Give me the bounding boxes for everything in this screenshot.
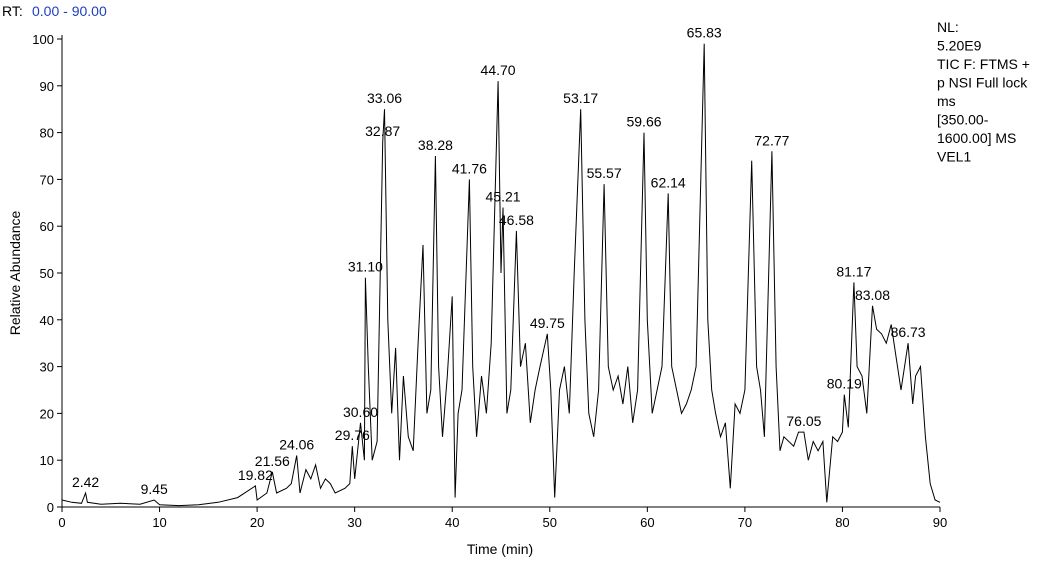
peak-label: 2.42 <box>72 474 99 490</box>
peak-label: 80.19 <box>827 376 862 392</box>
y-tick-label: 30 <box>40 360 54 375</box>
y-tick-label: 70 <box>40 172 54 187</box>
x-tick-label: 30 <box>347 515 361 530</box>
x-axis-title: Time (min) <box>467 541 533 557</box>
peak-label: 29.76 <box>335 427 370 443</box>
y-tick-label: 50 <box>40 266 54 281</box>
info-line: [350.00- <box>937 112 989 128</box>
trace <box>61 43 941 507</box>
peak-label: 44.70 <box>481 62 516 78</box>
peak-label: 53.17 <box>563 90 598 106</box>
peak-label: 62.14 <box>651 174 686 190</box>
peak-label: 46.58 <box>499 212 534 228</box>
peak-label: 83.08 <box>855 287 890 303</box>
x-tick-label: 10 <box>152 515 166 530</box>
x-tick-label: 70 <box>738 515 752 530</box>
x-tick-label: 80 <box>835 515 849 530</box>
peak-label: 31.10 <box>348 259 383 275</box>
y-tick-label: 20 <box>40 406 54 421</box>
peak-label: 65.83 <box>687 25 722 41</box>
peak-label: 49.75 <box>530 315 565 331</box>
peak-label: 33.06 <box>367 90 402 106</box>
rt-label: RT: <box>2 3 23 19</box>
x-tick-label: 90 <box>933 515 947 530</box>
y-tick-label: 60 <box>40 219 54 234</box>
y-tick-label: 80 <box>40 126 54 141</box>
y-tick-label: 100 <box>32 32 54 47</box>
x-tick-label: 60 <box>640 515 654 530</box>
x-tick-label: 0 <box>58 515 65 530</box>
x-tick-label: 50 <box>543 515 557 530</box>
peak-label: 21.56 <box>255 453 290 469</box>
peak-label: 76.05 <box>786 413 821 429</box>
y-tick-label: 10 <box>40 453 54 468</box>
peak-label: 38.28 <box>418 137 453 153</box>
peak-label: 24.06 <box>279 437 314 453</box>
y-tick-label: 40 <box>40 313 54 328</box>
peak-label: 72.77 <box>754 132 789 148</box>
peak-label: 81.17 <box>836 263 871 279</box>
peak-label: 32.87 <box>365 123 400 139</box>
info-line: p NSI Full lock <box>937 75 1028 91</box>
y-tick-label: 0 <box>47 500 54 515</box>
x-tick-label: 20 <box>250 515 264 530</box>
info-line: 5.20E9 <box>937 38 982 54</box>
rt-range: 0.00 - 90.00 <box>32 3 107 19</box>
info-line: VEL1 <box>937 149 971 165</box>
x-tick-label: 40 <box>445 515 459 530</box>
info-line: 1600.00] MS <box>937 130 1016 146</box>
peak-label: 59.66 <box>626 114 661 130</box>
info-line: NL: <box>937 19 959 35</box>
peak-label: 30.60 <box>343 404 378 420</box>
info-line: TIC F: FTMS + <box>937 56 1030 72</box>
peak-label: 41.76 <box>452 160 487 176</box>
info-line: ms <box>937 93 956 109</box>
y-axis-title: Relative Abundance <box>7 211 23 336</box>
peak-label: 45.21 <box>486 188 521 204</box>
peak-label: 86.73 <box>891 324 926 340</box>
peak-label: 19.82 <box>238 467 273 483</box>
peak-label: 9.45 <box>141 481 168 497</box>
peak-label: 55.57 <box>587 165 622 181</box>
y-tick-label: 90 <box>40 79 54 94</box>
